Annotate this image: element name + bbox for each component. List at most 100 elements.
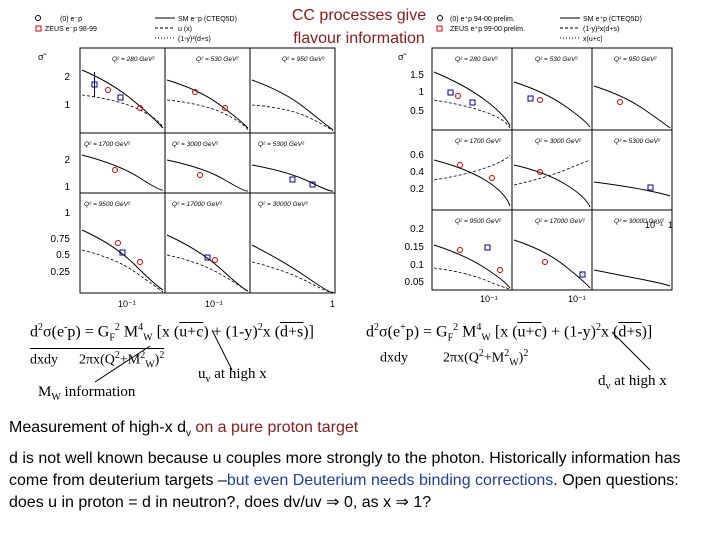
left-panel-3-2	[164, 192, 251, 294]
measurement-sub: v	[185, 428, 191, 440]
right-ytick-r2-a: 0.6	[410, 150, 424, 161]
left-zeus-point	[222, 105, 228, 111]
right-curve-1-3	[593, 85, 671, 129]
right-q2-1-3: Q² = 950 GeV²	[614, 56, 657, 63]
mw-label-main: M	[38, 384, 52, 400]
left-q2-2-1: Q² = 1700 GeV²	[84, 141, 131, 148]
right-ytick-r3-d: 0.05	[405, 277, 425, 288]
dv-label-main: d	[598, 373, 606, 389]
right-legend-1: (0) e⁺p 94-00 prelim.	[450, 16, 515, 23]
right-q2-2-2: Q² = 3000 GeV²	[535, 138, 582, 145]
left-panel-3-3	[249, 192, 336, 294]
left-zeus-point	[105, 87, 111, 93]
right-zeus-point	[537, 169, 543, 175]
legend-marker-square	[35, 25, 42, 32]
left-dash-3-2	[166, 254, 249, 293]
left-ylabel: σ̃	[38, 52, 48, 62]
left-formula-denominator: dxdy 2πx(Q2+M2W)2	[30, 348, 165, 371]
left-dash-3-1	[81, 249, 164, 293]
right-point	[469, 99, 476, 106]
right-ytick-r2-b: 0.4	[410, 167, 424, 178]
arrow-mw	[94, 345, 151, 383]
mw-information-label: MW information	[38, 384, 135, 403]
explanation-part-b: but even Deuterium needs binding correct…	[226, 472, 554, 489]
right-dash-2-1	[433, 154, 511, 181]
left-q2-2-2: Q² = 3000 GeV²	[172, 141, 219, 148]
measurement-main: Measurement of high-x d	[9, 419, 186, 436]
right-point	[484, 244, 491, 251]
left-xtick-2: 10⁻¹	[205, 299, 223, 309]
right-legend: (0) e⁺p 94-00 prelim. ZEUS e⁺p 99-00 pre…	[436, 15, 642, 43]
right-zeus-point	[617, 99, 623, 105]
left-zeus-point	[192, 89, 198, 95]
left-curve-2-3	[251, 164, 334, 192]
right-curve-3-1	[433, 244, 511, 289]
left-legend-4: u (x)	[178, 26, 192, 33]
arrow-annotations	[94, 329, 651, 383]
left-panel-3-1	[79, 192, 166, 294]
left-zeus-points	[105, 87, 228, 265]
uv-label-sub: v	[205, 374, 211, 385]
right-dash-2-2	[513, 159, 591, 186]
left-curve-3-3	[251, 244, 334, 293]
right-ytick-r1-b: 1	[418, 87, 424, 98]
left-point	[309, 181, 316, 188]
left-xtick-3: 1	[330, 299, 335, 309]
legend-marker-circle	[437, 15, 443, 21]
right-zeus-point	[489, 175, 495, 181]
legend-marker-circle	[35, 15, 41, 21]
arrow-uv	[211, 329, 233, 371]
dv-label-sub: v	[605, 381, 611, 392]
right-curve-2-2	[513, 164, 591, 208]
left-xtick-1: 10⁻¹	[118, 299, 136, 309]
right-curve-2-1	[433, 159, 511, 207]
right-xtick-3: 10⁻¹	[645, 220, 663, 230]
right-ytick-r3-c: 0.1	[410, 260, 424, 271]
left-dash-3-3	[251, 261, 334, 293]
explanation-part-a: d is not well known because u couples mo…	[9, 450, 681, 489]
left-q2-1-1: Q² = 280 GeV²	[112, 56, 155, 63]
right-dash-3-1	[433, 267, 511, 290]
right-point	[647, 184, 654, 191]
left-q2-3-3: Q² = 30000 GeV²	[258, 201, 309, 208]
right-zeus-point	[542, 259, 548, 265]
mw-label-sub: W	[51, 392, 61, 403]
left-legend-1: (0) e⁻p	[60, 16, 82, 23]
left-legend-3: SM e⁻p (CTEQ5D)	[178, 16, 237, 23]
right-panel-3-3	[591, 209, 673, 291]
left-ytick-r3-a: 1	[64, 208, 70, 219]
left-curve-2-2	[166, 159, 249, 192]
left-q2-3-2: Q² = 17000 GeV²	[172, 201, 223, 208]
dv-label-rest: at high x	[610, 373, 667, 389]
legend-marker-square	[436, 25, 443, 32]
right-ytick-r1-c: 0.5	[410, 106, 424, 117]
right-point	[527, 95, 534, 102]
right-formula-denominator: dxdy 2πx(Q2+M2W)2	[380, 348, 529, 369]
left-zeus-point	[137, 259, 143, 265]
right-xtick-2: 10⁻¹	[568, 294, 586, 304]
explanation-part-c: . Open questions: does u in proton = d i…	[9, 472, 679, 511]
right-ytick-r1-a: 1.5	[410, 70, 424, 81]
right-data-points	[447, 89, 654, 278]
right-curve-1-1	[433, 71, 511, 127]
arrow-dv	[611, 331, 651, 371]
right-ytick-r3-b: 0.15	[405, 242, 425, 253]
left-legend: (0) e⁻p ZEUS e⁻p 98-99 SM e⁻p (CTEQ5D) u…	[35, 15, 237, 43]
right-zeus-point	[455, 93, 461, 99]
left-point	[117, 94, 124, 101]
left-legend-2: ZEUS e⁻p 98-99	[45, 26, 97, 33]
left-zeus-point	[137, 105, 143, 111]
uv-high-x-label: uv at high x	[198, 366, 267, 385]
title-line-2: flavour information	[293, 30, 425, 47]
right-legend-2: ZEUS e⁺p 99-00 prelim.	[450, 26, 525, 33]
left-ytick-r2-a: 2	[64, 155, 70, 166]
left-dashed-curves	[81, 94, 334, 293]
left-curve-1-1	[81, 69, 164, 129]
left-q2-1-3: Q² = 950 GeV²	[282, 56, 325, 63]
right-q2-3-2: Q² = 17000 GeV²	[535, 218, 586, 225]
left-point	[119, 249, 126, 256]
right-q2-3-3: Q² = 30000 GeV²	[614, 218, 665, 225]
left-dash-1-2	[166, 99, 249, 131]
left-zeus-point	[197, 172, 203, 178]
left-curve-3-2	[166, 234, 249, 292]
